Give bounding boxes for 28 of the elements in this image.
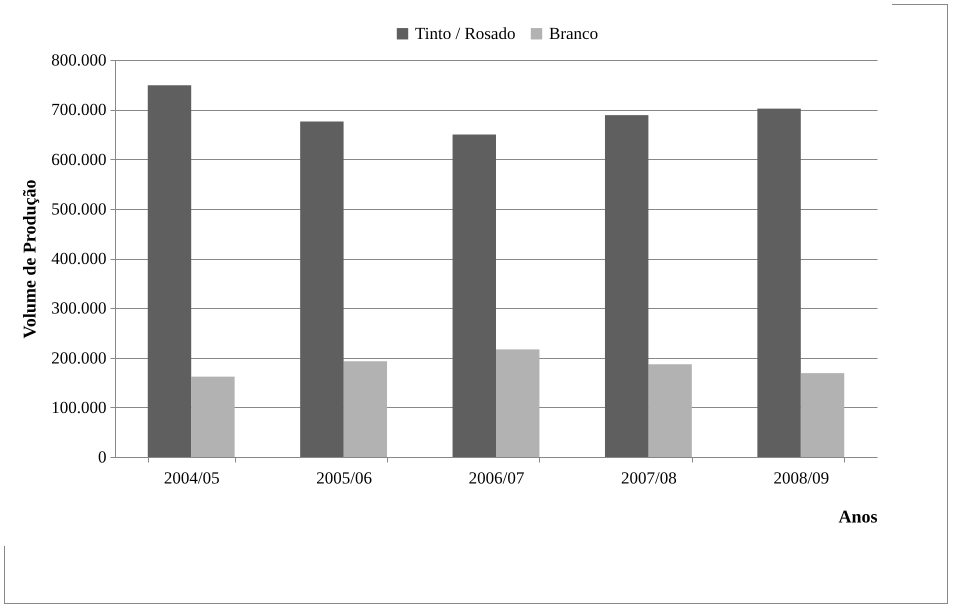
legend-label: Branco <box>549 24 598 43</box>
bar <box>148 85 192 457</box>
bar <box>344 361 388 457</box>
bar <box>452 134 496 457</box>
x-tick-label: 2007/08 <box>621 468 677 488</box>
y-tick-label: 800.000 <box>51 50 106 70</box>
y-tick-label: 200.000 <box>51 348 106 368</box>
y-tick-label: 100.000 <box>51 398 106 417</box>
y-tick-label: 600.000 <box>51 150 106 169</box>
bar <box>604 115 648 457</box>
bar <box>496 349 540 457</box>
bar <box>800 373 844 457</box>
y-tick-label: 300.000 <box>51 298 106 318</box>
bar <box>648 364 692 457</box>
bar <box>757 108 801 457</box>
bar <box>300 122 344 457</box>
y-axis-title: Volume de Produção <box>19 179 40 339</box>
x-axis-title: Anos <box>838 506 878 526</box>
bar <box>191 376 235 457</box>
y-tick-label: 400.000 <box>51 249 106 268</box>
x-tick-label: 2006/07 <box>468 468 525 488</box>
legend-label: Tinto / Rosado <box>415 24 516 43</box>
x-tick-label: 2005/06 <box>316 468 372 488</box>
y-tick-label: 700.000 <box>51 100 106 120</box>
y-tick-label: 0 <box>98 448 106 466</box>
x-tick-label: 2008/09 <box>773 468 830 488</box>
y-tick-label: 500.000 <box>51 199 106 218</box>
x-tick-label: 2004/05 <box>164 468 220 488</box>
